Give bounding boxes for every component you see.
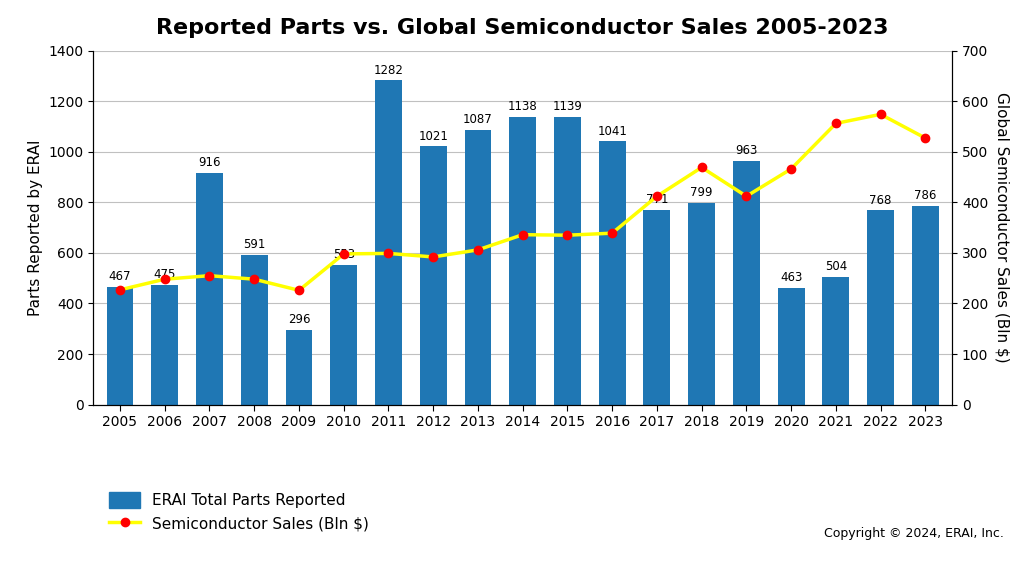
Text: 463: 463 xyxy=(780,271,802,284)
Bar xyxy=(823,277,850,405)
Semiconductor Sales (Bln $) xyxy=(248,276,261,283)
Bar xyxy=(241,255,268,405)
Title: Reported Parts vs. Global Semiconductor Sales 2005-2023: Reported Parts vs. Global Semiconductor … xyxy=(156,18,889,38)
Semiconductor Sales (Bln $) xyxy=(830,120,842,127)
Bar xyxy=(420,147,447,405)
Text: 475: 475 xyxy=(153,268,176,281)
Text: 1021: 1021 xyxy=(418,130,448,143)
Semiconductor Sales (Bln $) xyxy=(472,247,484,253)
Bar xyxy=(554,116,581,405)
Bar xyxy=(688,202,715,405)
Semiconductor Sales (Bln $) xyxy=(875,111,887,117)
Bar xyxy=(151,284,178,405)
Semiconductor Sales (Bln $) xyxy=(605,230,618,237)
Semiconductor Sales (Bln $) xyxy=(203,272,215,279)
Line: Semiconductor Sales (Bln $): Semiconductor Sales (Bln $) xyxy=(116,110,929,294)
Bar xyxy=(107,287,134,405)
Bar xyxy=(733,161,760,405)
Bar xyxy=(286,330,313,405)
Semiconductor Sales (Bln $) xyxy=(919,135,932,142)
Semiconductor Sales (Bln $) xyxy=(382,250,394,257)
Semiconductor Sales (Bln $) xyxy=(561,232,573,238)
Text: Copyright © 2024, ERAI, Inc.: Copyright © 2024, ERAI, Inc. xyxy=(824,527,1004,540)
Legend: ERAI Total Parts Reported, Semiconductor Sales (Bln $): ERAI Total Parts Reported, Semiconductor… xyxy=(110,492,369,532)
Semiconductor Sales (Bln $) xyxy=(337,251,350,257)
Text: 1282: 1282 xyxy=(374,64,404,76)
Bar xyxy=(465,130,492,405)
Text: 768: 768 xyxy=(869,194,892,207)
Text: 467: 467 xyxy=(109,270,131,283)
Text: 916: 916 xyxy=(199,156,220,169)
Bar xyxy=(644,210,671,405)
Text: 1041: 1041 xyxy=(597,125,627,138)
Semiconductor Sales (Bln $) xyxy=(785,166,797,173)
Text: 1138: 1138 xyxy=(508,100,537,113)
Bar xyxy=(509,117,536,405)
Semiconductor Sales (Bln $) xyxy=(158,276,171,283)
Text: 296: 296 xyxy=(288,313,310,326)
Y-axis label: Global Semiconductor Sales (Bln $): Global Semiconductor Sales (Bln $) xyxy=(995,92,1009,363)
Bar xyxy=(196,173,223,405)
Text: 591: 591 xyxy=(243,238,265,251)
Bar xyxy=(598,142,625,405)
Text: 504: 504 xyxy=(825,260,847,273)
Bar xyxy=(867,210,894,405)
Text: 799: 799 xyxy=(690,186,713,199)
Text: 786: 786 xyxy=(914,189,937,202)
Bar xyxy=(375,80,402,405)
Text: 553: 553 xyxy=(332,248,355,261)
Semiconductor Sales (Bln $) xyxy=(427,253,440,260)
Semiconductor Sales (Bln $) xyxy=(114,287,126,293)
Semiconductor Sales (Bln $) xyxy=(293,287,305,294)
Semiconductor Sales (Bln $) xyxy=(740,193,752,200)
Text: 1139: 1139 xyxy=(553,100,583,113)
Semiconductor Sales (Bln $) xyxy=(696,164,708,171)
Semiconductor Sales (Bln $) xyxy=(516,232,529,238)
Text: 963: 963 xyxy=(735,144,758,157)
Bar xyxy=(777,288,804,405)
Text: 1087: 1087 xyxy=(463,113,493,126)
Semiconductor Sales (Bln $) xyxy=(651,193,663,200)
Y-axis label: Parts Reported by ERAI: Parts Reported by ERAI xyxy=(28,139,42,316)
Bar xyxy=(912,206,939,405)
Bar xyxy=(330,265,357,405)
Text: 771: 771 xyxy=(646,193,669,206)
